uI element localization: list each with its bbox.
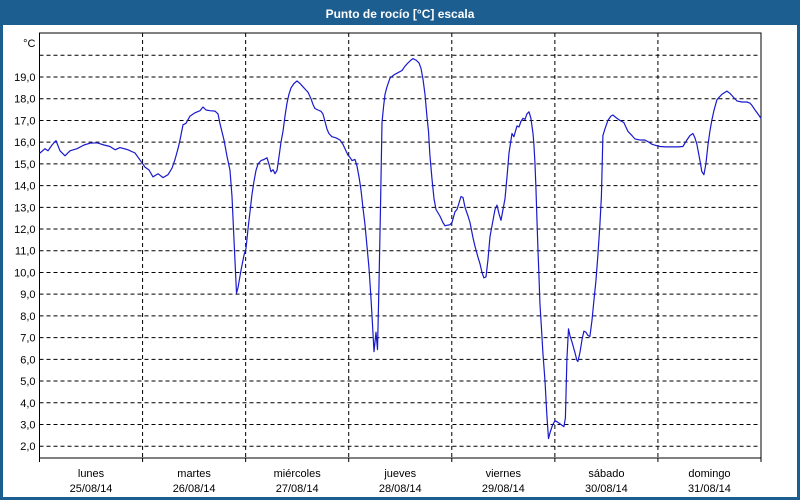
y-axis-label: 6,0	[20, 354, 35, 366]
x-axis-date-label: 31/08/14	[688, 483, 731, 495]
x-axis-date-label: 28/08/14	[379, 483, 422, 495]
x-axis-day-label: jueves	[383, 468, 416, 480]
y-axis-label: 5,0	[20, 376, 35, 388]
x-axis-date-label: 30/08/14	[585, 483, 628, 495]
y-axis-label: 16,0	[14, 137, 35, 149]
x-axis-date-label: 29/08/14	[482, 483, 525, 495]
y-axis-label: 7,0	[20, 333, 35, 345]
series-line	[39, 57, 762, 440]
labels-layer: 2,0 3,0 4,0 5,0 6,0 7,0 8,0 9,0 10,0 11,0 12,0 13,0…	[14, 38, 731, 495]
y-axis-label: 4,0	[20, 398, 35, 410]
chart-area: 2,0 3,0 4,0 5,0 6,0 7,0 8,0 9,0 10,0 11,0 12,0 13,0…	[3, 3, 797, 497]
y-axis-label: 2,0	[20, 441, 35, 453]
axis-layer	[39, 32, 762, 462]
x-axis-day-label: domingo	[688, 468, 730, 480]
x-axis-day-label: miércoles	[274, 468, 322, 480]
y-axis-label: 15,0	[14, 159, 35, 171]
x-axis-day-label: lunes	[78, 468, 105, 480]
grid-layer	[39, 33, 761, 458]
x-axis-date-label: 26/08/14	[173, 483, 216, 495]
x-axis-date-label: 25/08/14	[70, 483, 113, 495]
plot-border	[39, 32, 762, 459]
y-axis-label: 10,0	[14, 267, 35, 279]
window-titlebar: Punto de rocío [°C] escala	[3, 3, 797, 25]
y-axis-label: 3,0	[20, 419, 35, 431]
x-axis-day-label: viernes	[486, 468, 522, 480]
x-axis-day-label: sábado	[588, 468, 624, 480]
y-axis-label: 9,0	[20, 289, 35, 301]
y-axis-label: 18,0	[14, 94, 35, 106]
y-axis-unit-label: °C	[23, 38, 35, 50]
y-axis-label: 12,0	[14, 224, 35, 236]
x-axis-date-label: 27/08/14	[276, 483, 319, 495]
y-axis-label: 13,0	[14, 202, 35, 214]
y-axis-label: 14,0	[14, 181, 35, 193]
page-title: Punto de rocío [°C] escala	[325, 7, 475, 21]
y-axis-label: 8,0	[20, 311, 35, 323]
y-axis-label: 11,0	[15, 246, 36, 258]
x-axis-day-label: martes	[177, 468, 211, 480]
y-axis-label: 19,0	[14, 72, 35, 84]
chart-svg: 2,0 3,0 4,0 5,0 6,0 7,0 8,0 9,0 10,0 11,0 12,0 13,0…	[14, 32, 762, 495]
y-axis-label: 17,0	[14, 115, 35, 127]
